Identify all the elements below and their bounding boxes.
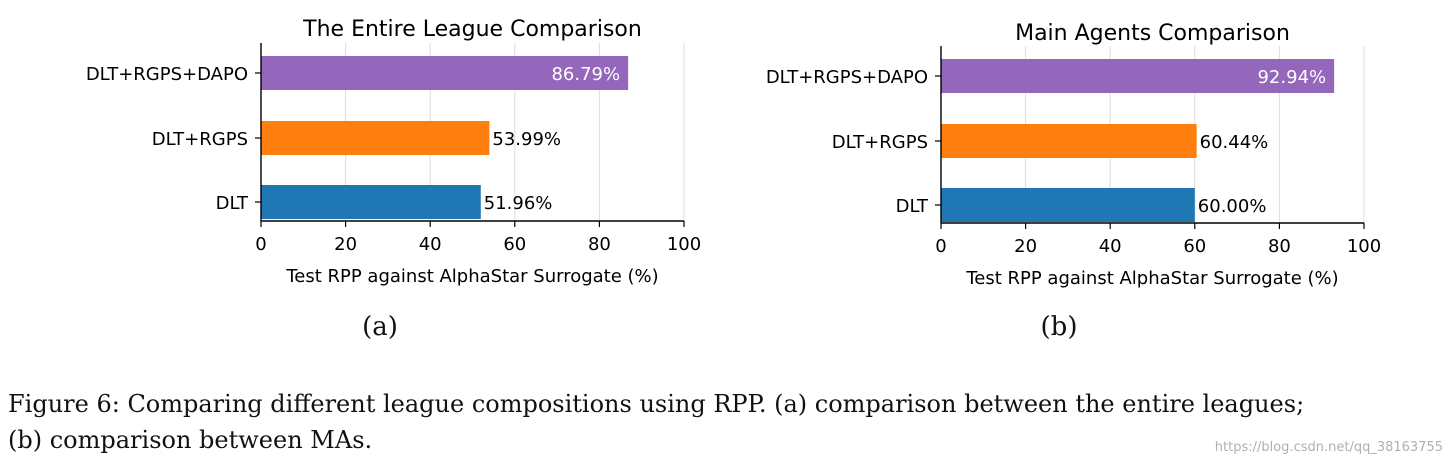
bar-dlt-rgps-dapo: [261, 56, 629, 90]
x-tick-label-60: 60: [1183, 236, 1206, 257]
data-label-0: 92.94%: [1257, 67, 1326, 88]
y-tick-label-0: DLT+RGPS+DAPO: [766, 67, 928, 88]
x-tick-label-40: 40: [419, 234, 442, 255]
caption-line-2: (b) comparison between MAs.: [8, 426, 373, 454]
y-tick-label-1: DLT+RGPS: [152, 129, 248, 150]
x-axis-label: Test RPP against AlphaStar Surrogate (%): [965, 268, 1338, 289]
panel-label: (a): [362, 312, 398, 342]
bar-dlt-rgps: [941, 124, 1197, 158]
watermark-text: https://blog.csdn.net/qq_38163755: [1214, 440, 1443, 455]
y-tick-label-1: DLT+RGPS: [832, 132, 928, 153]
y-tick-label-0: DLT+RGPS+DAPO: [86, 64, 248, 85]
y-tick-label-2: DLT: [896, 196, 929, 217]
x-tick-label-20: 20: [334, 234, 357, 255]
x-tick-label-100: 100: [667, 234, 701, 255]
x-tick-label-80: 80: [588, 234, 611, 255]
x-axis-label: Test RPP against AlphaStar Surrogate (%): [285, 266, 658, 287]
x-tick-label-0: 0: [935, 236, 946, 257]
bar-dlt: [261, 185, 481, 219]
bar-dlt: [941, 188, 1195, 222]
chart-title: The Entire League Comparison: [302, 17, 642, 42]
x-tick-label-20: 20: [1014, 236, 1037, 257]
chart-main-agents: 92.94% DLT+RGPS+DAPO 60.44% DLT+RGPS 60.00% D…: [766, 21, 1381, 342]
data-label-2: 60.00%: [1198, 196, 1267, 217]
data-label-1: 53.99%: [492, 129, 561, 150]
x-tick-label-100: 100: [1347, 236, 1381, 257]
x-tick-label-60: 60: [503, 234, 526, 255]
data-label-1: 60.44%: [1200, 132, 1269, 153]
x-tick-label-40: 40: [1099, 236, 1122, 257]
data-label-0: 86.79%: [551, 64, 620, 85]
x-tick-label-80: 80: [1268, 236, 1291, 257]
caption-line-1: Figure 6: Comparing different league com…: [8, 390, 1305, 418]
data-label-2: 51.96%: [484, 193, 553, 214]
y-tick-label-2: DLT: [216, 193, 249, 214]
bar-dlt-rgps-dapo: [941, 59, 1335, 93]
panel-label: (b): [1041, 312, 1078, 342]
chart-entire-league: 86.79% DLT+RGPS+DAPO 53.99% DLT+RGPS 51.96% D…: [86, 17, 701, 342]
chart-title: Main Agents Comparison: [1015, 21, 1290, 46]
figure-caption: Figure 6: Comparing different league com…: [8, 386, 1448, 458]
bar-dlt-rgps: [261, 121, 490, 155]
x-tick-label-0: 0: [255, 234, 266, 255]
